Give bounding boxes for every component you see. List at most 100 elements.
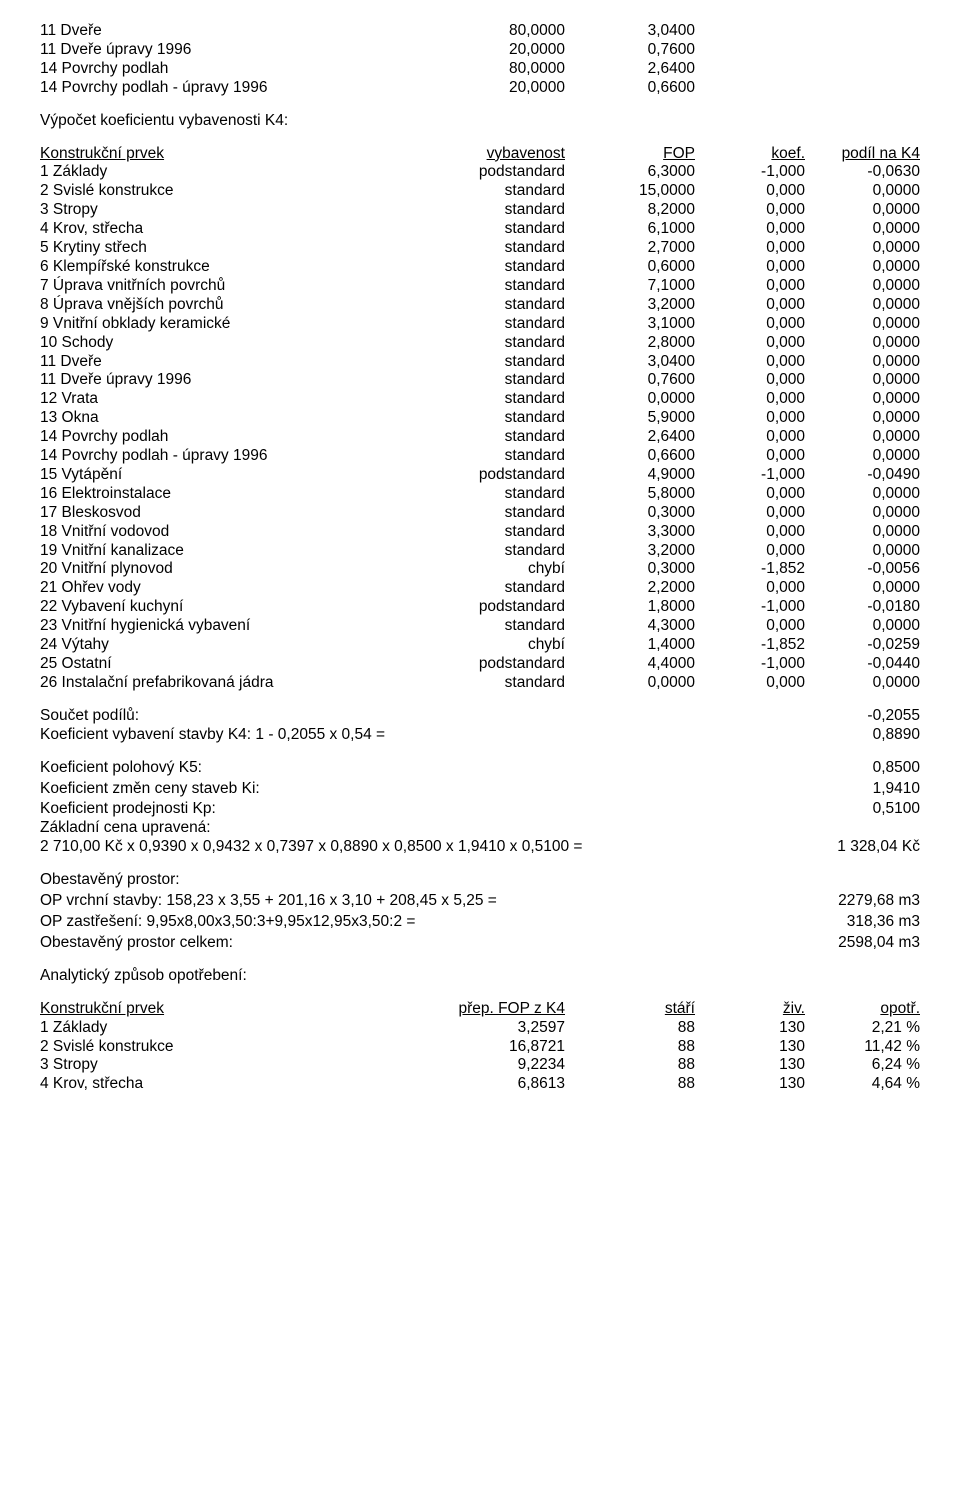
zcu-label: Základní cena upravená: [40,819,920,838]
intro-name: 11 Dveře úpravy 1996 [40,41,415,60]
k4-row: 23 Vnitřní hygienická vybavenístandard4,… [40,617,920,636]
k4-row: 14 Povrchy podlahstandard2,64000,0000,00… [40,428,920,447]
k4-fop: 2,2000 [565,579,695,598]
k4-vyb: podstandard [415,163,565,182]
k4-fop: 0,7600 [565,371,695,390]
zcu-row: 2 710,00 Kč x 0,9390 x 0,9432 x 0,7397 x… [40,838,920,857]
intro-row: 14 Povrchy podlah80,00002,6400 [40,60,920,79]
k4-koef: -1,000 [695,655,805,674]
k4-koef: 0,000 [695,409,805,428]
intro-row: 11 Dveře úpravy 199620,00000,7600 [40,41,920,60]
k4-vyb: standard [415,523,565,542]
k4-fop: 3,0400 [565,353,695,372]
k4-fop: 3,2000 [565,542,695,561]
k4-podil: -0,0490 [805,466,920,485]
k4-coef-label: Koeficient vybavení stavby K4: 1 - 0,205… [40,726,740,745]
k4-podil: 0,0000 [805,315,920,334]
k4-row: 13 Oknastandard5,90000,0000,0000 [40,409,920,428]
k4-podil: 0,0000 [805,409,920,428]
k4-row: 19 Vnitřní kanalizacestandard3,20000,000… [40,542,920,561]
k4-vyb: standard [415,428,565,447]
wear-fop: 16,8721 [415,1038,565,1057]
k4-name: 10 Schody [40,334,415,353]
k4-name: 11 Dveře [40,353,415,372]
wear-row: 2 Svislé konstrukce16,87218813011,42 % [40,1038,920,1057]
k4-coef-row: Koeficient vybavení stavby K4: 1 - 0,205… [40,726,920,745]
k4-row: 15 Vytápěnípodstandard4,9000-1,000-0,049… [40,466,920,485]
wear-opotr: 11,42 % [805,1038,920,1057]
col-stari: stáří [565,1000,695,1019]
k4-koef: 0,000 [695,353,805,372]
k4-podil: -0,0440 [805,655,920,674]
wear-name: 1 Základy [40,1019,415,1038]
wear-header-row: Konstrukční prvek přep. FOP z K4 stáří ž… [40,1000,920,1019]
k4-podil: 0,0000 [805,617,920,636]
k4-koef: 0,000 [695,485,805,504]
k4-vyb: standard [415,258,565,277]
k4-row: 10 Schodystandard2,80000,0000,0000 [40,334,920,353]
k4-row: 9 Vnitřní obklady keramickéstandard3,100… [40,315,920,334]
wear-fop: 3,2597 [415,1019,565,1038]
k4-fop: 3,2000 [565,296,695,315]
k4-row: 17 Bleskosvodstandard0,30000,0000,0000 [40,504,920,523]
k4-table: 1 Základypodstandard6,3000-1,000-0,06302… [40,163,920,692]
wear-stari: 88 [565,1019,695,1038]
wear-table: 1 Základy3,2597881302,21 %2 Svislé konst… [40,1019,920,1095]
k4-koef: 0,000 [695,428,805,447]
k4-podil: 0,0000 [805,371,920,390]
k4-row: 4 Krov, střechastandard6,10000,0000,0000 [40,220,920,239]
sum-row: Součet podílů: -0,2055 [40,707,920,726]
col-podil: podíl na K4 [805,145,920,164]
k4-vyb: standard [415,277,565,296]
k4-name: 11 Dveře úpravy 1996 [40,371,415,390]
k4-row: 18 Vnitřní vodovodstandard3,30000,0000,0… [40,523,920,542]
k4-vyb: standard [415,353,565,372]
intro-v2: 2,6400 [565,60,695,79]
k4-name: 15 Vytápění [40,466,415,485]
k4-vyb: standard [415,390,565,409]
k4-koef: 0,000 [695,523,805,542]
k4-name: 26 Instalační prefabrikovaná jádra [40,674,415,693]
k4-koef: 0,000 [695,334,805,353]
intro-table: 11 Dveře80,00003,040011 Dveře úpravy 199… [40,22,920,98]
k4-podil: 0,0000 [805,390,920,409]
k4-podil: 0,0000 [805,334,920,353]
k4-podil: 0,0000 [805,674,920,693]
ki-row: Koeficient změn ceny staveb Ki: 1,9410 [40,780,920,799]
k4-vyb: podstandard [415,466,565,485]
k4-koef: -1,852 [695,636,805,655]
ki-value: 1,9410 [740,780,920,799]
k4-name: 13 Okna [40,409,415,428]
k4-podil: 0,0000 [805,542,920,561]
k4-podil: 0,0000 [805,485,920,504]
k4-row: 12 Vratastandard0,00000,0000,0000 [40,390,920,409]
k4-podil: -0,0056 [805,560,920,579]
k4-podil: 0,0000 [805,504,920,523]
k4-vyb: chybí [415,636,565,655]
kp-row: Koeficient prodejnosti Kp: 0,5100 [40,800,920,819]
op3-value: 2598,04 m3 [740,934,920,953]
k4-name: 19 Vnitřní kanalizace [40,542,415,561]
k4-podil: 0,0000 [805,428,920,447]
k4-podil: -0,0180 [805,598,920,617]
k4-name: 1 Základy [40,163,415,182]
wear-stari: 88 [565,1056,695,1075]
wear-stari: 88 [565,1038,695,1057]
k4-vyb: chybí [415,560,565,579]
k4-fop: 2,7000 [565,239,695,258]
k4-vyb: standard [415,409,565,428]
k4-header-row: Konstrukční prvek vybavenost FOP koef. p… [40,145,920,164]
k4-koef: 0,000 [695,239,805,258]
k4-vyb: podstandard [415,598,565,617]
op1-label: OP vrchní stavby: 158,23 x 3,55 + 201,16… [40,892,740,911]
k4-fop: 4,4000 [565,655,695,674]
k4-vyb: standard [415,447,565,466]
wear-row: 1 Základy3,2597881302,21 % [40,1019,920,1038]
wear-ziv: 130 [695,1019,805,1038]
k5-row: Koeficient polohový K5: 0,8500 [40,759,920,778]
k4-podil: -0,0630 [805,163,920,182]
k4-vyb: standard [415,220,565,239]
intro-v1: 80,0000 [415,60,565,79]
k4-row: 26 Instalační prefabrikovaná jádrastanda… [40,674,920,693]
wear-name: 3 Stropy [40,1056,415,1075]
